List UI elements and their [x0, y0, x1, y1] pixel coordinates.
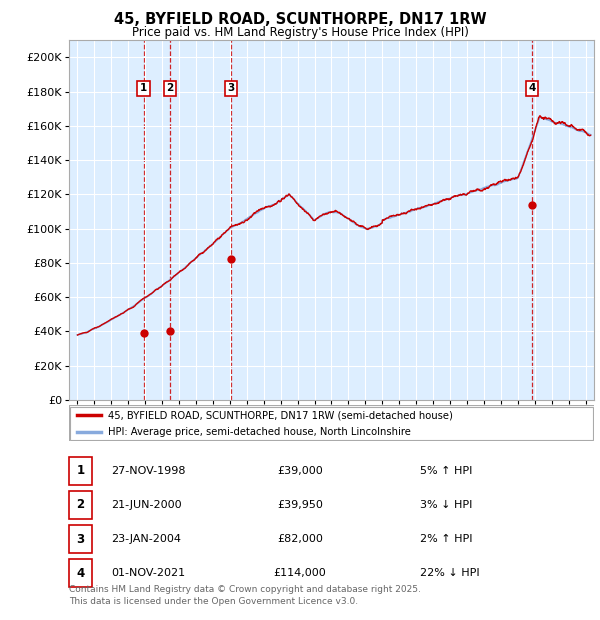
Text: 4: 4	[529, 83, 536, 93]
Text: 01-NOV-2021: 01-NOV-2021	[111, 568, 185, 578]
Text: 2: 2	[166, 83, 174, 93]
Text: 23-JAN-2004: 23-JAN-2004	[111, 534, 181, 544]
Text: 2% ↑ HPI: 2% ↑ HPI	[420, 534, 473, 544]
Text: 1: 1	[76, 464, 85, 477]
Text: 27-NOV-1998: 27-NOV-1998	[111, 466, 185, 476]
Text: £82,000: £82,000	[277, 534, 323, 544]
Text: £39,000: £39,000	[277, 466, 323, 476]
Text: £39,950: £39,950	[277, 500, 323, 510]
Text: Contains HM Land Registry data © Crown copyright and database right 2025.
This d: Contains HM Land Registry data © Crown c…	[69, 585, 421, 606]
Text: 3% ↓ HPI: 3% ↓ HPI	[420, 500, 472, 510]
Text: 4: 4	[76, 567, 85, 580]
Text: HPI: Average price, semi-detached house, North Lincolnshire: HPI: Average price, semi-detached house,…	[109, 427, 411, 436]
Text: £114,000: £114,000	[274, 568, 326, 578]
Text: 21-JUN-2000: 21-JUN-2000	[111, 500, 182, 510]
Text: 45, BYFIELD ROAD, SCUNTHORPE, DN17 1RW: 45, BYFIELD ROAD, SCUNTHORPE, DN17 1RW	[113, 12, 487, 27]
Text: 22% ↓ HPI: 22% ↓ HPI	[420, 568, 479, 578]
Text: 45, BYFIELD ROAD, SCUNTHORPE, DN17 1RW (semi-detached house): 45, BYFIELD ROAD, SCUNTHORPE, DN17 1RW (…	[109, 410, 453, 420]
Text: 5% ↑ HPI: 5% ↑ HPI	[420, 466, 472, 476]
Text: Price paid vs. HM Land Registry's House Price Index (HPI): Price paid vs. HM Land Registry's House …	[131, 27, 469, 39]
FancyBboxPatch shape	[70, 407, 593, 440]
Text: 2: 2	[76, 498, 85, 511]
Text: 1: 1	[140, 83, 147, 93]
Text: 3: 3	[227, 83, 235, 93]
Text: 3: 3	[76, 533, 85, 546]
